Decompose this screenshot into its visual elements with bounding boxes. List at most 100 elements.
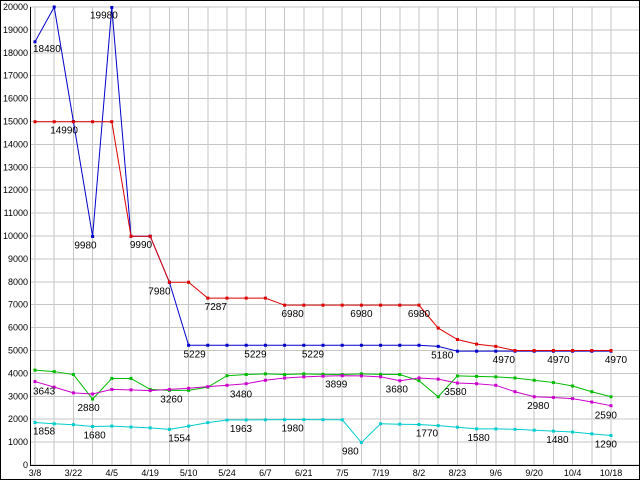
data-point-marker — [379, 343, 383, 347]
data-point-marker — [475, 427, 479, 431]
data-point-marker — [475, 349, 479, 353]
data-point-marker — [148, 389, 152, 393]
y-tick-label: 19000 — [3, 25, 28, 35]
x-tick-label: 3/22 — [65, 468, 83, 478]
y-tick-label: 15000 — [3, 117, 28, 127]
x-tick-label: 9/20 — [525, 468, 543, 478]
point-value-label: 4970 — [605, 355, 628, 366]
x-tick-label: 8/2 — [413, 468, 426, 478]
y-tick-label: 18000 — [3, 48, 28, 58]
data-point-marker — [436, 377, 440, 381]
data-point-marker — [283, 376, 287, 380]
data-point-marker — [302, 372, 306, 376]
data-point-marker — [513, 349, 517, 353]
data-point-marker — [33, 120, 37, 124]
data-point-marker — [590, 390, 594, 394]
data-point-marker — [110, 424, 114, 428]
data-point-marker — [494, 427, 498, 431]
data-point-marker — [263, 296, 267, 300]
x-tick-label: 8/23 — [449, 468, 467, 478]
data-point-marker — [187, 280, 191, 284]
data-point-marker — [321, 303, 325, 307]
data-point-marker — [494, 344, 498, 348]
data-point-marker — [398, 379, 402, 383]
point-value-label: 5180 — [431, 350, 454, 361]
data-point-marker — [71, 120, 75, 124]
data-point-marker — [71, 391, 75, 395]
data-point-marker — [225, 418, 229, 422]
data-point-marker — [71, 373, 75, 377]
x-tick-label: 3/8 — [29, 468, 42, 478]
data-point-marker — [379, 303, 383, 307]
data-point-marker — [148, 234, 152, 238]
data-point-marker — [148, 426, 152, 430]
data-point-marker — [91, 425, 95, 429]
data-point-marker — [571, 397, 575, 401]
data-point-marker — [551, 349, 555, 353]
y-tick-label: 11000 — [4, 208, 28, 218]
data-point-marker — [417, 376, 421, 380]
data-point-marker — [359, 372, 363, 376]
y-tick-label: 13000 — [3, 162, 28, 172]
data-point-marker — [455, 338, 459, 342]
data-point-marker — [302, 343, 306, 347]
y-tick-label: 10000 — [3, 231, 28, 241]
point-labels: 18480 19980 9980 9990 5229 5229 5229 5180 4970 49… — [33, 10, 628, 457]
grid — [30, 6, 639, 466]
data-point-marker — [52, 5, 56, 9]
point-value-label: 1980 — [281, 424, 304, 435]
data-point-marker — [436, 395, 440, 399]
data-point-marker — [244, 418, 248, 422]
x-axis-labels: 3/8 3/22 4/5 4/19 5/10 5/24 6/7 6/21 7/5 7/19 8/2 8… — [29, 468, 623, 478]
y-tick-label: 5000 — [8, 346, 28, 356]
data-point-marker — [206, 385, 210, 389]
data-point-marker — [475, 342, 479, 346]
data-point-marker — [263, 372, 267, 376]
data-point-marker — [359, 374, 363, 378]
point-value-label: 18480 — [33, 44, 61, 55]
point-value-label: 5229 — [244, 349, 267, 360]
data-point-marker — [206, 343, 210, 347]
y-tick-label: 20000 — [3, 2, 28, 12]
data-point-marker — [263, 343, 267, 347]
data-point-marker — [571, 384, 575, 388]
data-point-marker — [263, 418, 267, 422]
point-value-label: 4970 — [547, 355, 570, 366]
x-tick-label: 6/21 — [295, 468, 313, 478]
data-point-marker — [91, 120, 95, 124]
point-value-label: 3643 — [33, 387, 56, 398]
data-point-marker — [283, 343, 287, 347]
x-tick-label: 4/5 — [106, 468, 119, 478]
data-point-marker — [455, 425, 459, 429]
data-point-marker — [225, 296, 229, 300]
y-tick-label: 6000 — [8, 323, 28, 333]
point-value-label: 7287 — [205, 302, 228, 313]
data-point-marker — [52, 370, 56, 374]
data-point-marker — [417, 422, 421, 426]
data-point-marker — [340, 418, 344, 422]
data-point-marker — [225, 374, 229, 378]
data-point-marker — [532, 349, 536, 353]
data-point-marker — [609, 433, 613, 437]
point-value-label: 14990 — [50, 126, 78, 137]
x-tick-label: 4/19 — [141, 468, 159, 478]
data-point-marker — [590, 432, 594, 436]
data-point-marker — [532, 395, 536, 399]
y-axis-labels: 0 1000 2000 3000 4000 5000 6000 7000 8000 9000 100… — [3, 2, 28, 470]
point-value-label: 1554 — [168, 433, 191, 444]
x-tick-label: 7/19 — [372, 468, 390, 478]
data-point-marker — [187, 388, 191, 392]
data-point-marker — [187, 424, 191, 428]
y-tick-label: 2000 — [8, 414, 28, 424]
data-point-marker — [475, 382, 479, 386]
point-value-label: 6980 — [281, 309, 304, 320]
point-value-label: 1963 — [230, 424, 253, 435]
data-point-marker — [129, 388, 133, 392]
data-point-marker — [206, 421, 210, 425]
y-tick-label: 12000 — [3, 185, 28, 195]
point-value-label: 6980 — [408, 309, 431, 320]
y-tick-label: 3000 — [8, 391, 28, 401]
point-value-label: 5229 — [183, 349, 206, 360]
